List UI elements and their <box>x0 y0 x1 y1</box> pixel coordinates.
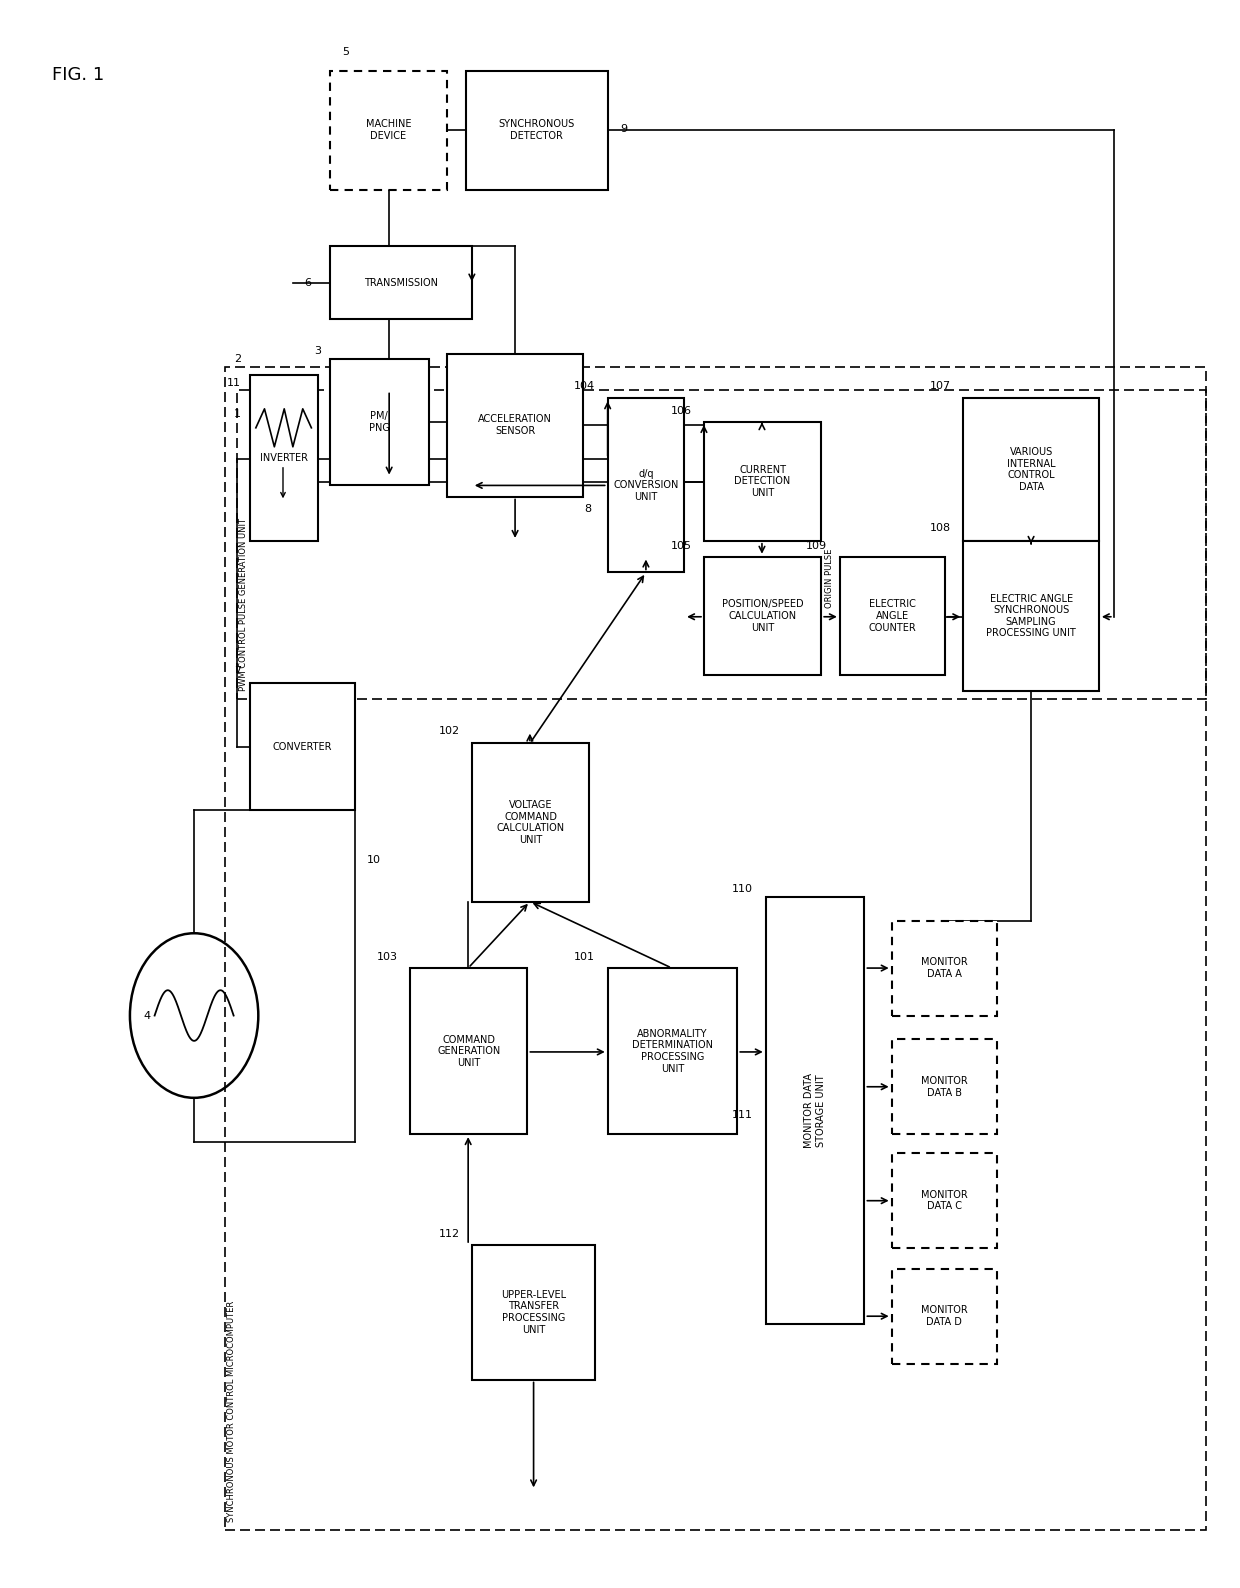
Text: CONVERTER: CONVERTER <box>273 742 332 751</box>
Text: PWM CONTROL PULSE GENERATION UNIT: PWM CONTROL PULSE GENERATION UNIT <box>239 518 248 691</box>
Text: 103: 103 <box>377 951 398 962</box>
Text: UPPER-LEVEL
TRANSFER
PROCESSING
UNIT: UPPER-LEVEL TRANSFER PROCESSING UNIT <box>501 1289 567 1334</box>
Text: 11: 11 <box>227 378 241 387</box>
Text: 9: 9 <box>620 124 627 135</box>
Text: ACCELERATION
SENSOR: ACCELERATION SENSOR <box>479 414 552 437</box>
Text: 109: 109 <box>806 540 827 551</box>
Text: ELECTRIC
ANGLE
COUNTER: ELECTRIC ANGLE COUNTER <box>868 599 916 632</box>
Text: 104: 104 <box>574 381 595 391</box>
Text: MONITOR
DATA B: MONITOR DATA B <box>920 1077 967 1097</box>
FancyBboxPatch shape <box>466 71 608 189</box>
FancyBboxPatch shape <box>330 246 472 319</box>
FancyBboxPatch shape <box>608 969 738 1134</box>
Text: 3: 3 <box>314 346 321 356</box>
Text: MONITOR
DATA A: MONITOR DATA A <box>920 958 967 978</box>
Text: 5: 5 <box>342 46 350 57</box>
Text: 105: 105 <box>671 540 692 551</box>
Text: ORIGIN PULSE: ORIGIN PULSE <box>826 549 835 608</box>
Text: COMMAND
GENERATION
UNIT: COMMAND GENERATION UNIT <box>438 1034 501 1067</box>
Text: 112: 112 <box>439 1229 460 1239</box>
Text: 111: 111 <box>733 1110 754 1120</box>
Text: 102: 102 <box>439 726 460 735</box>
FancyBboxPatch shape <box>704 422 821 542</box>
FancyBboxPatch shape <box>892 1153 997 1248</box>
Text: 1: 1 <box>234 410 241 419</box>
FancyBboxPatch shape <box>963 542 1099 691</box>
Text: 107: 107 <box>930 381 951 391</box>
FancyBboxPatch shape <box>892 1039 997 1134</box>
Text: 7: 7 <box>234 665 241 675</box>
FancyBboxPatch shape <box>249 375 317 542</box>
Text: 101: 101 <box>574 951 595 962</box>
Text: 108: 108 <box>930 522 951 534</box>
FancyBboxPatch shape <box>892 1269 997 1364</box>
FancyBboxPatch shape <box>472 743 589 902</box>
Text: 110: 110 <box>733 885 754 894</box>
Text: 106: 106 <box>671 407 692 416</box>
FancyBboxPatch shape <box>963 399 1099 542</box>
Text: d/q
CONVERSION
UNIT: d/q CONVERSION UNIT <box>614 468 678 502</box>
FancyBboxPatch shape <box>839 557 945 675</box>
Text: 6: 6 <box>304 278 311 287</box>
Text: ELECTRIC ANGLE
SYNCHRONOUS
SAMPLING
PROCESSING UNIT: ELECTRIC ANGLE SYNCHRONOUS SAMPLING PROC… <box>986 594 1076 638</box>
FancyBboxPatch shape <box>765 897 864 1324</box>
Text: POSITION/SPEED
CALCULATION
UNIT: POSITION/SPEED CALCULATION UNIT <box>722 599 804 632</box>
Text: 2: 2 <box>234 354 241 364</box>
Text: SYNCHRONOUS
DETECTOR: SYNCHRONOUS DETECTOR <box>498 119 575 141</box>
Text: TRANSMISSION: TRANSMISSION <box>363 278 438 287</box>
Text: 4: 4 <box>144 1010 151 1021</box>
Text: VOLTAGE
COMMAND
CALCULATION
UNIT: VOLTAGE COMMAND CALCULATION UNIT <box>496 800 564 845</box>
FancyBboxPatch shape <box>330 71 448 189</box>
Text: MONITOR DATA
STORAGE UNIT: MONITOR DATA STORAGE UNIT <box>805 1073 826 1148</box>
Text: MONITOR
DATA C: MONITOR DATA C <box>920 1189 967 1212</box>
FancyBboxPatch shape <box>410 969 527 1134</box>
Text: CURRENT
DETECTION
UNIT: CURRENT DETECTION UNIT <box>734 465 791 499</box>
Text: ABNORMALITY
DETERMINATION
PROCESSING
UNIT: ABNORMALITY DETERMINATION PROCESSING UNI… <box>632 1029 713 1073</box>
Text: FIG. 1: FIG. 1 <box>52 67 104 84</box>
Text: INVERTER: INVERTER <box>259 453 308 462</box>
FancyBboxPatch shape <box>448 354 583 497</box>
Text: 8: 8 <box>584 503 591 515</box>
Text: 10: 10 <box>367 856 381 865</box>
FancyBboxPatch shape <box>608 399 684 572</box>
FancyBboxPatch shape <box>704 557 821 675</box>
FancyBboxPatch shape <box>892 921 997 1016</box>
Text: MACHINE
DEVICE: MACHINE DEVICE <box>366 119 412 141</box>
Text: MONITOR
DATA D: MONITOR DATA D <box>920 1305 967 1328</box>
FancyBboxPatch shape <box>330 359 429 486</box>
Text: SYNCHRONOUS MOTOR CONTROL MICROCOMPUTER: SYNCHRONOUS MOTOR CONTROL MICROCOMPUTER <box>227 1301 236 1521</box>
FancyBboxPatch shape <box>472 1245 595 1380</box>
FancyBboxPatch shape <box>249 683 355 810</box>
Text: PM/
PNG: PM/ PNG <box>368 411 389 434</box>
Text: VARIOUS
INTERNAL
CONTROL
DATA: VARIOUS INTERNAL CONTROL DATA <box>1007 448 1055 492</box>
